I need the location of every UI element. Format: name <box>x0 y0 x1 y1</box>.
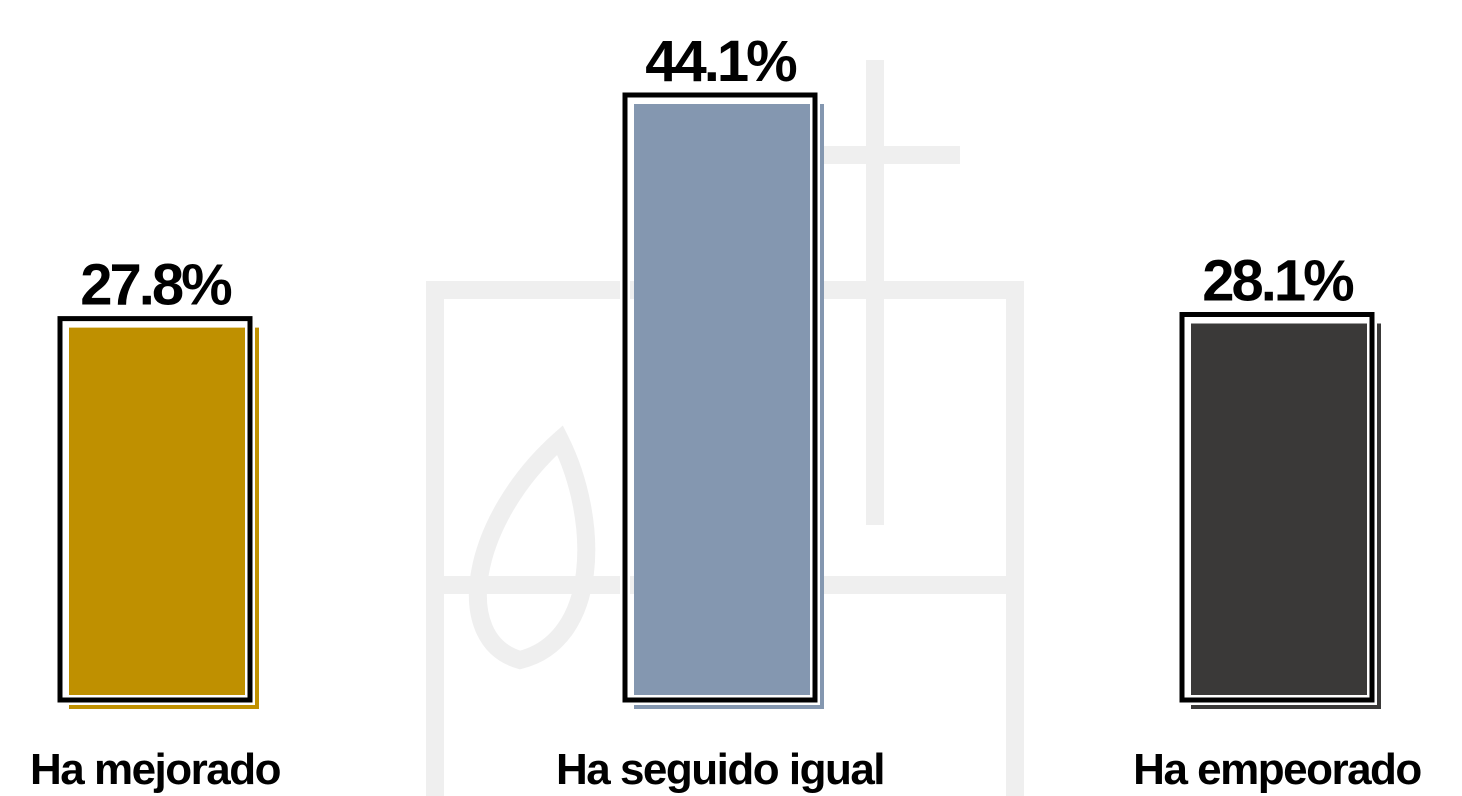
value-label: 27.8% <box>80 253 232 318</box>
bar <box>1191 323 1381 709</box>
bar <box>634 104 824 709</box>
bar-outline <box>57 316 253 703</box>
category-label: Ha mejorado <box>30 745 281 794</box>
bar-outline <box>622 92 818 703</box>
bar-outline <box>1179 312 1375 703</box>
category-label: Ha seguido igual <box>556 745 884 794</box>
category-label: Ha empeorado <box>1133 745 1421 794</box>
bar <box>69 327 259 709</box>
value-label: 44.1% <box>645 29 797 94</box>
value-label: 28.1% <box>1202 249 1354 314</box>
plot-area: 27.8% Ha mejorado 44.1% Ha seguido igual 28.… <box>30 29 1423 794</box>
